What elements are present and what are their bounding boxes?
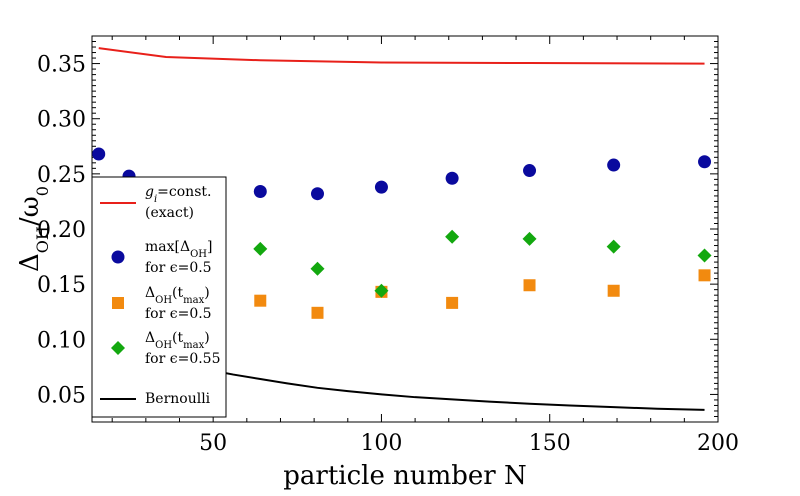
data-point-2 xyxy=(445,171,459,185)
y-tick-label: 0.10 xyxy=(37,328,86,353)
data-point-2 xyxy=(523,164,537,178)
legend-label-line2-3: for ϵ=0.55 xyxy=(145,351,221,367)
y-tick-label: 0.15 xyxy=(37,273,86,298)
data-point-2 xyxy=(607,158,621,172)
data-point-3 xyxy=(254,294,267,307)
x-tick-label: 200 xyxy=(697,431,739,456)
x-tick-label: 50 xyxy=(199,431,227,456)
data-point-4 xyxy=(697,248,712,263)
x-axis-label: particle number N xyxy=(283,461,526,491)
legend-marker-3 xyxy=(111,341,125,355)
data-point-4 xyxy=(445,229,460,244)
legend-marker-1 xyxy=(111,250,125,264)
x-tick-label: 150 xyxy=(529,431,571,456)
y-tick-label: 0.35 xyxy=(37,53,86,78)
data-point-3 xyxy=(311,306,324,319)
data-point-4 xyxy=(522,231,537,246)
data-point-3 xyxy=(523,279,536,292)
y-tick-label: 0.20 xyxy=(37,218,86,243)
y-tick-label: 0.05 xyxy=(37,383,86,408)
data-point-2 xyxy=(253,185,267,199)
data-point-4 xyxy=(374,283,389,298)
legend-label-3: ΔOH(tmax) xyxy=(145,330,210,351)
legend-label-line2-0: (exact) xyxy=(145,205,194,221)
data-point-4 xyxy=(606,239,621,254)
legend-label-4: Bernoulli xyxy=(145,391,211,407)
data-point-2 xyxy=(310,187,324,201)
legend-label-line2-2: for ϵ=0.5 xyxy=(145,306,212,322)
x-tick-label: 100 xyxy=(360,431,402,456)
y-axis-label: ΔOH/ω0 xyxy=(15,186,52,272)
legend-label-line2-1: for ϵ=0.5 xyxy=(145,260,212,276)
legend-label-2: ΔOH(tmax) xyxy=(145,285,210,306)
legend-label-1: max[ΔOH] xyxy=(145,239,212,260)
data-point-2 xyxy=(374,180,388,194)
data-point-4 xyxy=(253,241,268,256)
legend: gi=const.(exact)max[ΔOH]for ϵ=0.5ΔOH(tma… xyxy=(91,176,227,418)
data-point-2 xyxy=(698,155,712,169)
legend-marker-2 xyxy=(112,297,124,309)
data-point-3 xyxy=(446,296,459,309)
data-point-3 xyxy=(698,269,711,282)
y-tick-label: 0.30 xyxy=(37,108,86,133)
data-point-3 xyxy=(607,284,620,297)
series-line-0 xyxy=(98,47,705,65)
y-tick-label: 0.25 xyxy=(37,163,86,188)
data-point-4 xyxy=(310,261,325,276)
legend-label-0: gi=const. xyxy=(145,184,211,205)
data-point-2 xyxy=(92,147,106,161)
